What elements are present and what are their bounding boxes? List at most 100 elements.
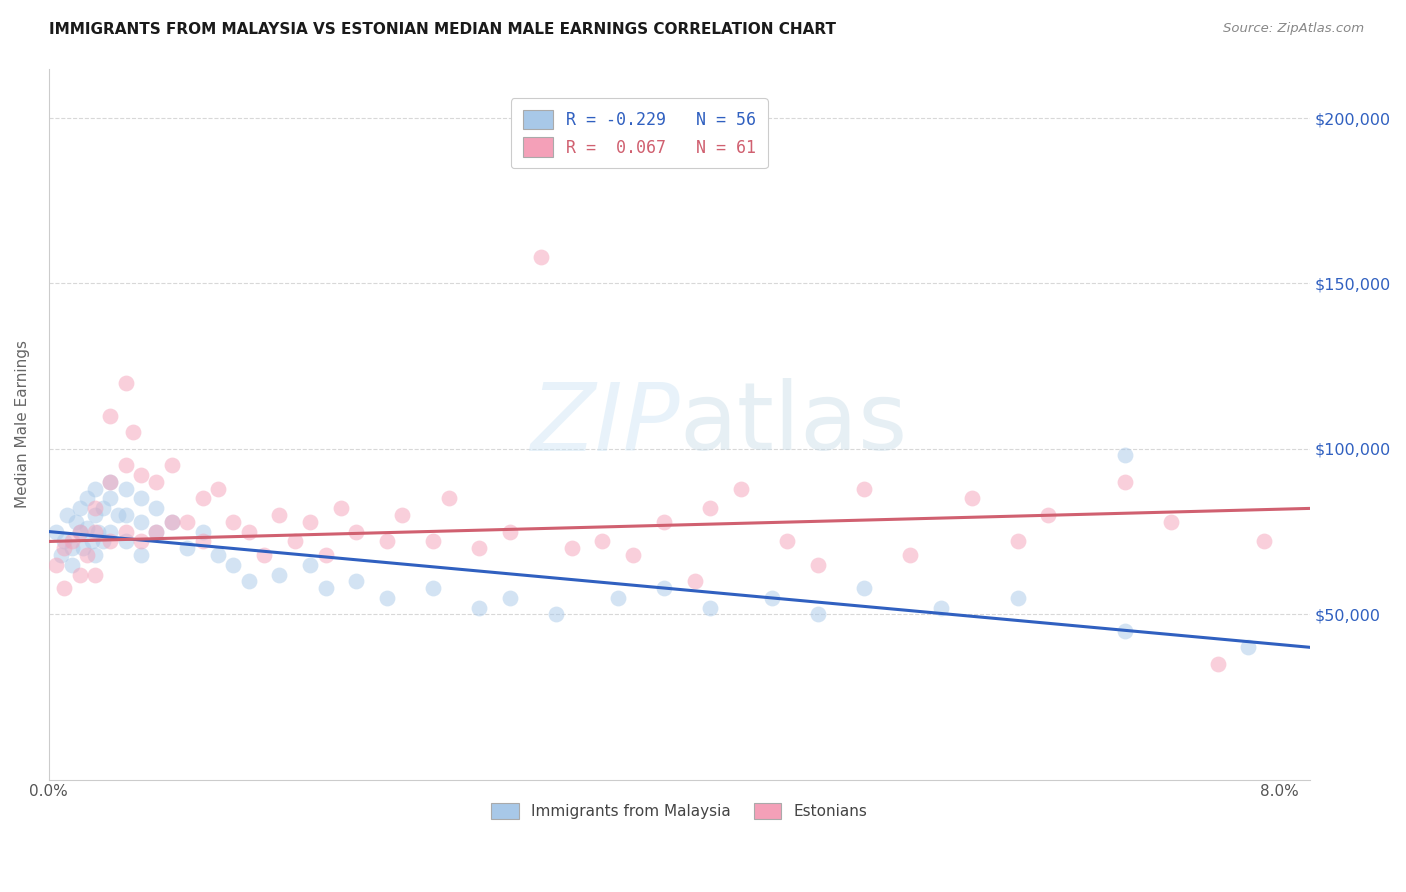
Point: [344, 524, 367, 539]
Point: [83, 508, 105, 522]
Point: [45, 524, 67, 539]
Point: [69, 567, 91, 582]
Point: [145, 475, 167, 489]
Point: [145, 524, 167, 539]
Point: [114, 508, 136, 522]
Point: [129, 548, 152, 562]
Point: [83, 501, 105, 516]
Point: [222, 515, 245, 529]
Point: [160, 515, 183, 529]
Point: [315, 581, 337, 595]
Point: [98, 409, 121, 423]
Point: [238, 574, 260, 589]
Point: [344, 574, 367, 589]
Point: [391, 508, 413, 522]
Point: [191, 491, 214, 506]
Point: [253, 548, 276, 562]
Text: atlas: atlas: [679, 378, 907, 470]
Point: [107, 508, 129, 522]
Point: [207, 548, 229, 562]
Point: [129, 534, 152, 549]
Text: ZIP: ZIP: [530, 378, 679, 469]
Point: [60, 541, 83, 555]
Point: [145, 501, 167, 516]
Point: [65, 515, 87, 529]
Point: [1038, 508, 1060, 522]
Point: [145, 524, 167, 539]
Point: [69, 524, 91, 539]
Point: [807, 607, 830, 622]
Point: [91, 534, 114, 549]
Point: [960, 491, 983, 506]
Point: [561, 541, 583, 555]
Point: [114, 524, 136, 539]
Point: [80, 534, 103, 549]
Point: [222, 558, 245, 572]
Point: [53, 534, 76, 549]
Point: [468, 541, 491, 555]
Point: [499, 524, 522, 539]
Point: [652, 581, 675, 595]
Point: [730, 482, 752, 496]
Point: [83, 567, 105, 582]
Point: [129, 468, 152, 483]
Point: [69, 501, 91, 516]
Point: [606, 591, 628, 605]
Point: [530, 250, 553, 264]
Point: [87, 524, 110, 539]
Point: [69, 524, 91, 539]
Point: [468, 600, 491, 615]
Point: [83, 548, 105, 562]
Point: [76, 521, 98, 535]
Point: [114, 482, 136, 496]
Point: [807, 558, 830, 572]
Point: [114, 458, 136, 473]
Point: [98, 475, 121, 489]
Point: [852, 482, 875, 496]
Point: [683, 574, 706, 589]
Point: [699, 600, 721, 615]
Point: [160, 515, 183, 529]
Point: [284, 534, 307, 549]
Point: [98, 475, 121, 489]
Point: [761, 591, 783, 605]
Point: [1206, 657, 1229, 671]
Point: [83, 524, 105, 539]
Point: [330, 501, 353, 516]
Point: [176, 541, 198, 555]
Point: [53, 541, 76, 555]
Point: [91, 501, 114, 516]
Point: [83, 482, 105, 496]
Point: [1007, 534, 1029, 549]
Point: [53, 581, 76, 595]
Point: [76, 491, 98, 506]
Point: [238, 524, 260, 539]
Point: [591, 534, 613, 549]
Point: [299, 558, 322, 572]
Point: [299, 515, 322, 529]
Point: [699, 501, 721, 516]
Point: [422, 534, 444, 549]
Point: [652, 515, 675, 529]
Point: [114, 534, 136, 549]
Point: [98, 524, 121, 539]
Point: [45, 558, 67, 572]
Point: [422, 581, 444, 595]
Point: [56, 508, 79, 522]
Point: [191, 534, 214, 549]
Point: [129, 515, 152, 529]
Point: [191, 524, 214, 539]
Point: [375, 591, 398, 605]
Point: [375, 534, 398, 549]
Point: [621, 548, 644, 562]
Point: [1237, 640, 1260, 655]
Point: [1007, 591, 1029, 605]
Point: [129, 491, 152, 506]
Point: [76, 548, 98, 562]
Text: IMMIGRANTS FROM MALAYSIA VS ESTONIAN MEDIAN MALE EARNINGS CORRELATION CHART: IMMIGRANTS FROM MALAYSIA VS ESTONIAN MED…: [49, 22, 837, 37]
Point: [72, 541, 94, 555]
Point: [122, 425, 145, 440]
Point: [60, 534, 83, 549]
Point: [315, 548, 337, 562]
Point: [929, 600, 952, 615]
